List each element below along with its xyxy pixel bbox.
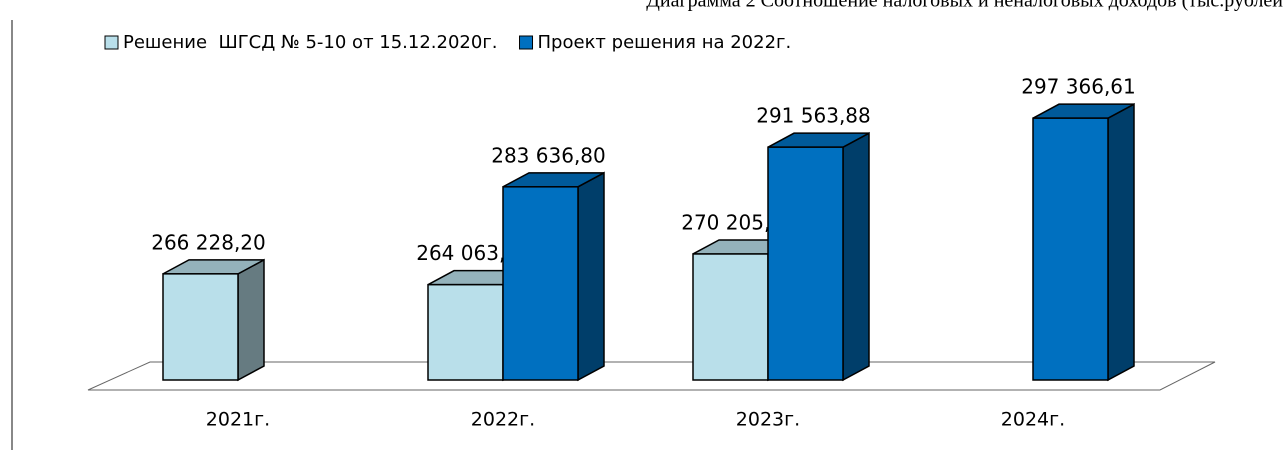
data-label: 291 563,88 [756,104,871,128]
legend-swatch [104,35,119,50]
chart-title: Диаграмма 2 Соотношение налоговых и нена… [646,0,1283,12]
bar [427,283,504,381]
bar-side [577,171,605,382]
bar [1032,117,1109,381]
x-tick-label: 2023г. [736,409,800,431]
bar-side [842,131,870,382]
bar [502,186,579,381]
x-tick-label: 2024г. [1001,409,1065,431]
floor [87,361,1216,391]
data-label: 266 228,20 [151,230,266,254]
data-label: 297 366,61 [1021,75,1136,99]
x-tick-label: 2022г. [471,409,535,431]
bar [692,253,769,381]
bar-side [237,258,265,382]
x-tick-label: 2021г. [206,409,270,431]
data-label: 283 636,80 [491,143,606,167]
bar-side [1107,102,1135,382]
legend: Решение ШГСД № 5-10 от 15.12.2020г. Проек… [104,32,792,53]
legend-label: Проект решения на 2022г. [538,32,792,53]
legend-label: Решение ШГСД № 5-10 от 15.12.2020г. [123,32,498,53]
bar [767,146,844,381]
legend-swatch [519,35,534,50]
bar [162,273,239,381]
